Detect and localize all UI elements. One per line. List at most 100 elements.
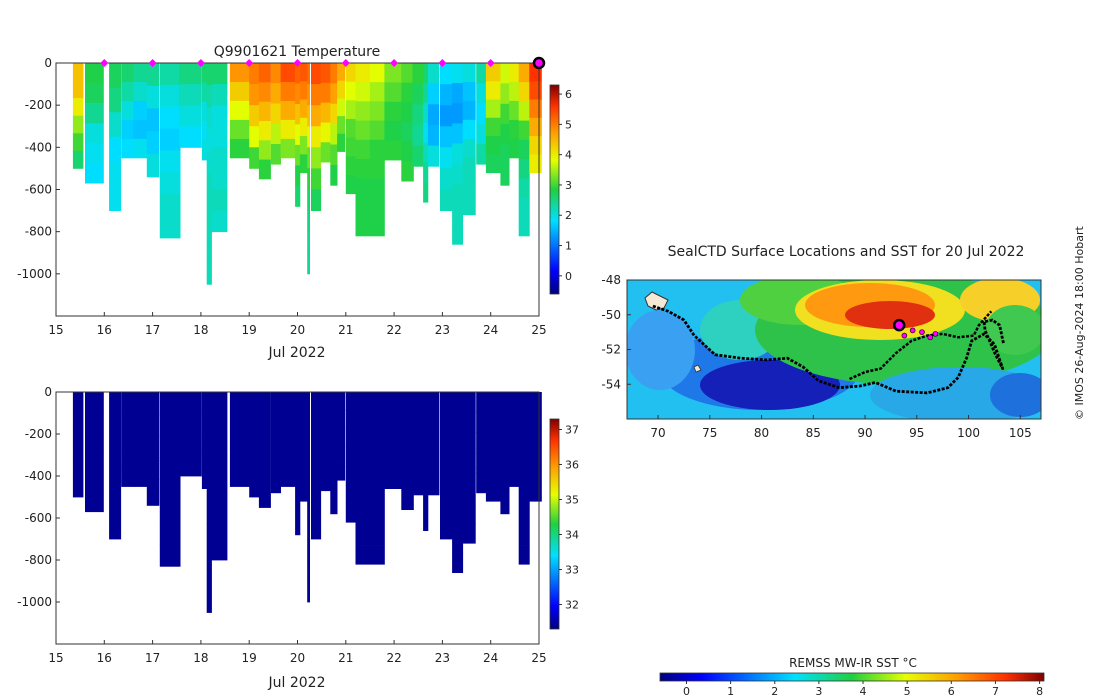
colorbar-tick-label: 37 bbox=[565, 424, 579, 437]
profile-cell bbox=[337, 427, 346, 446]
sst-colorbar bbox=[659, 672, 1045, 682]
profile-cell bbox=[270, 472, 281, 494]
profile-cell bbox=[146, 392, 160, 416]
profile-cell bbox=[206, 458, 212, 481]
x-tick-label: 18 bbox=[193, 651, 208, 665]
profile-cell bbox=[355, 120, 371, 141]
profile-cell bbox=[295, 144, 301, 166]
surface-marker bbox=[438, 59, 447, 67]
colorbar-tick-label: 5 bbox=[565, 118, 572, 131]
map-x-tick-label: 70 bbox=[650, 426, 665, 440]
profile-cell bbox=[401, 161, 414, 182]
profile-cell bbox=[159, 392, 181, 415]
surface-marker bbox=[341, 59, 350, 67]
map-x-tick-label: 95 bbox=[909, 426, 924, 440]
profile-cell bbox=[295, 83, 301, 105]
profile-cell bbox=[159, 216, 181, 239]
profile-cell bbox=[320, 431, 331, 452]
profile-cell bbox=[320, 82, 331, 103]
profile-cell bbox=[355, 63, 371, 83]
profile-cell bbox=[299, 99, 308, 119]
profile-cell bbox=[109, 490, 122, 515]
profile-cell bbox=[529, 483, 542, 502]
profile-cell bbox=[109, 112, 122, 138]
profile-cell bbox=[337, 462, 346, 481]
profile-cell bbox=[529, 81, 542, 100]
profile-cell bbox=[369, 82, 385, 102]
profile-cell bbox=[295, 185, 301, 207]
profile-cell bbox=[206, 173, 212, 197]
profile-cell bbox=[249, 63, 260, 85]
profile-cell bbox=[345, 137, 356, 157]
profile-cell bbox=[518, 468, 530, 488]
profile-cell bbox=[518, 178, 530, 198]
profile-cell bbox=[85, 163, 104, 184]
profile-cell bbox=[384, 430, 403, 451]
profile-cell bbox=[384, 392, 403, 412]
profile-cell bbox=[280, 392, 296, 412]
x-tick-label: 17 bbox=[145, 323, 160, 337]
y-tick-label: 0 bbox=[44, 385, 52, 399]
profile-cell bbox=[330, 83, 338, 105]
profile-cell bbox=[337, 98, 346, 117]
profile-cell bbox=[485, 136, 501, 155]
profile-cell bbox=[229, 429, 250, 450]
profile-cell bbox=[518, 506, 530, 527]
profile-cell bbox=[307, 105, 310, 127]
profile-cell bbox=[270, 432, 281, 453]
profile-cell bbox=[345, 410, 356, 430]
temperature-colorbar-ticks: 0 1 2 3 4 5 6 bbox=[559, 88, 572, 283]
profile-cell bbox=[462, 429, 476, 450]
profile-cell bbox=[258, 159, 271, 180]
profile-cell bbox=[206, 502, 212, 525]
profile-cell bbox=[146, 414, 160, 438]
profile-cell bbox=[476, 432, 488, 453]
profile-cell bbox=[384, 411, 403, 431]
profile-cell bbox=[206, 392, 212, 415]
profile-cell bbox=[85, 83, 104, 104]
profile-cell bbox=[452, 412, 464, 433]
profile-cell bbox=[211, 126, 228, 148]
profile-cell bbox=[229, 410, 250, 431]
colorbar-tick-label: 34 bbox=[565, 529, 579, 542]
colorbar-tick-label: 4 bbox=[565, 149, 572, 162]
profile-cell bbox=[440, 434, 453, 456]
profile-cell bbox=[330, 412, 338, 433]
profile-cell bbox=[476, 452, 488, 474]
profile-cell bbox=[307, 392, 310, 414]
profile-cell bbox=[320, 411, 331, 432]
sst-colorbar-tick-label: 2 bbox=[771, 685, 778, 698]
y-tick-label: -400 bbox=[25, 469, 52, 483]
profile-cell bbox=[440, 126, 453, 148]
profile-cell bbox=[369, 216, 385, 237]
colorbar-tick-label: 6 bbox=[565, 88, 572, 101]
profile-cell bbox=[229, 119, 250, 140]
profile-cell bbox=[462, 195, 476, 216]
profile-cell bbox=[384, 101, 403, 122]
profile-cell bbox=[476, 123, 488, 145]
profile-cell bbox=[311, 126, 322, 148]
profile-cell bbox=[384, 450, 403, 470]
temperature-cells bbox=[72, 63, 542, 285]
profile-cell bbox=[423, 392, 429, 413]
profile-cell bbox=[518, 159, 530, 179]
profile-cell bbox=[146, 154, 160, 178]
profile-cell bbox=[159, 128, 181, 151]
profile-cell bbox=[280, 100, 296, 121]
profile-cell bbox=[412, 83, 424, 105]
profile-cell bbox=[72, 462, 84, 480]
x-tick-label: 25 bbox=[531, 651, 546, 665]
profile-cell bbox=[249, 413, 260, 435]
profile-cell bbox=[485, 464, 501, 484]
profile-cell bbox=[280, 119, 296, 140]
profile-cell bbox=[307, 231, 310, 254]
sst-west-region bbox=[627, 310, 695, 390]
profile-cell bbox=[369, 392, 385, 412]
profile-cell bbox=[159, 457, 181, 480]
profile-cell bbox=[159, 413, 181, 436]
profile-cell bbox=[133, 467, 149, 487]
y-tick-label: 0 bbox=[44, 56, 52, 70]
temperature-x-ticks: 15 16 17 18 19 20 21 22 23 24 25 bbox=[48, 312, 547, 337]
profile-cell bbox=[462, 100, 476, 121]
profile-cell bbox=[311, 84, 322, 106]
